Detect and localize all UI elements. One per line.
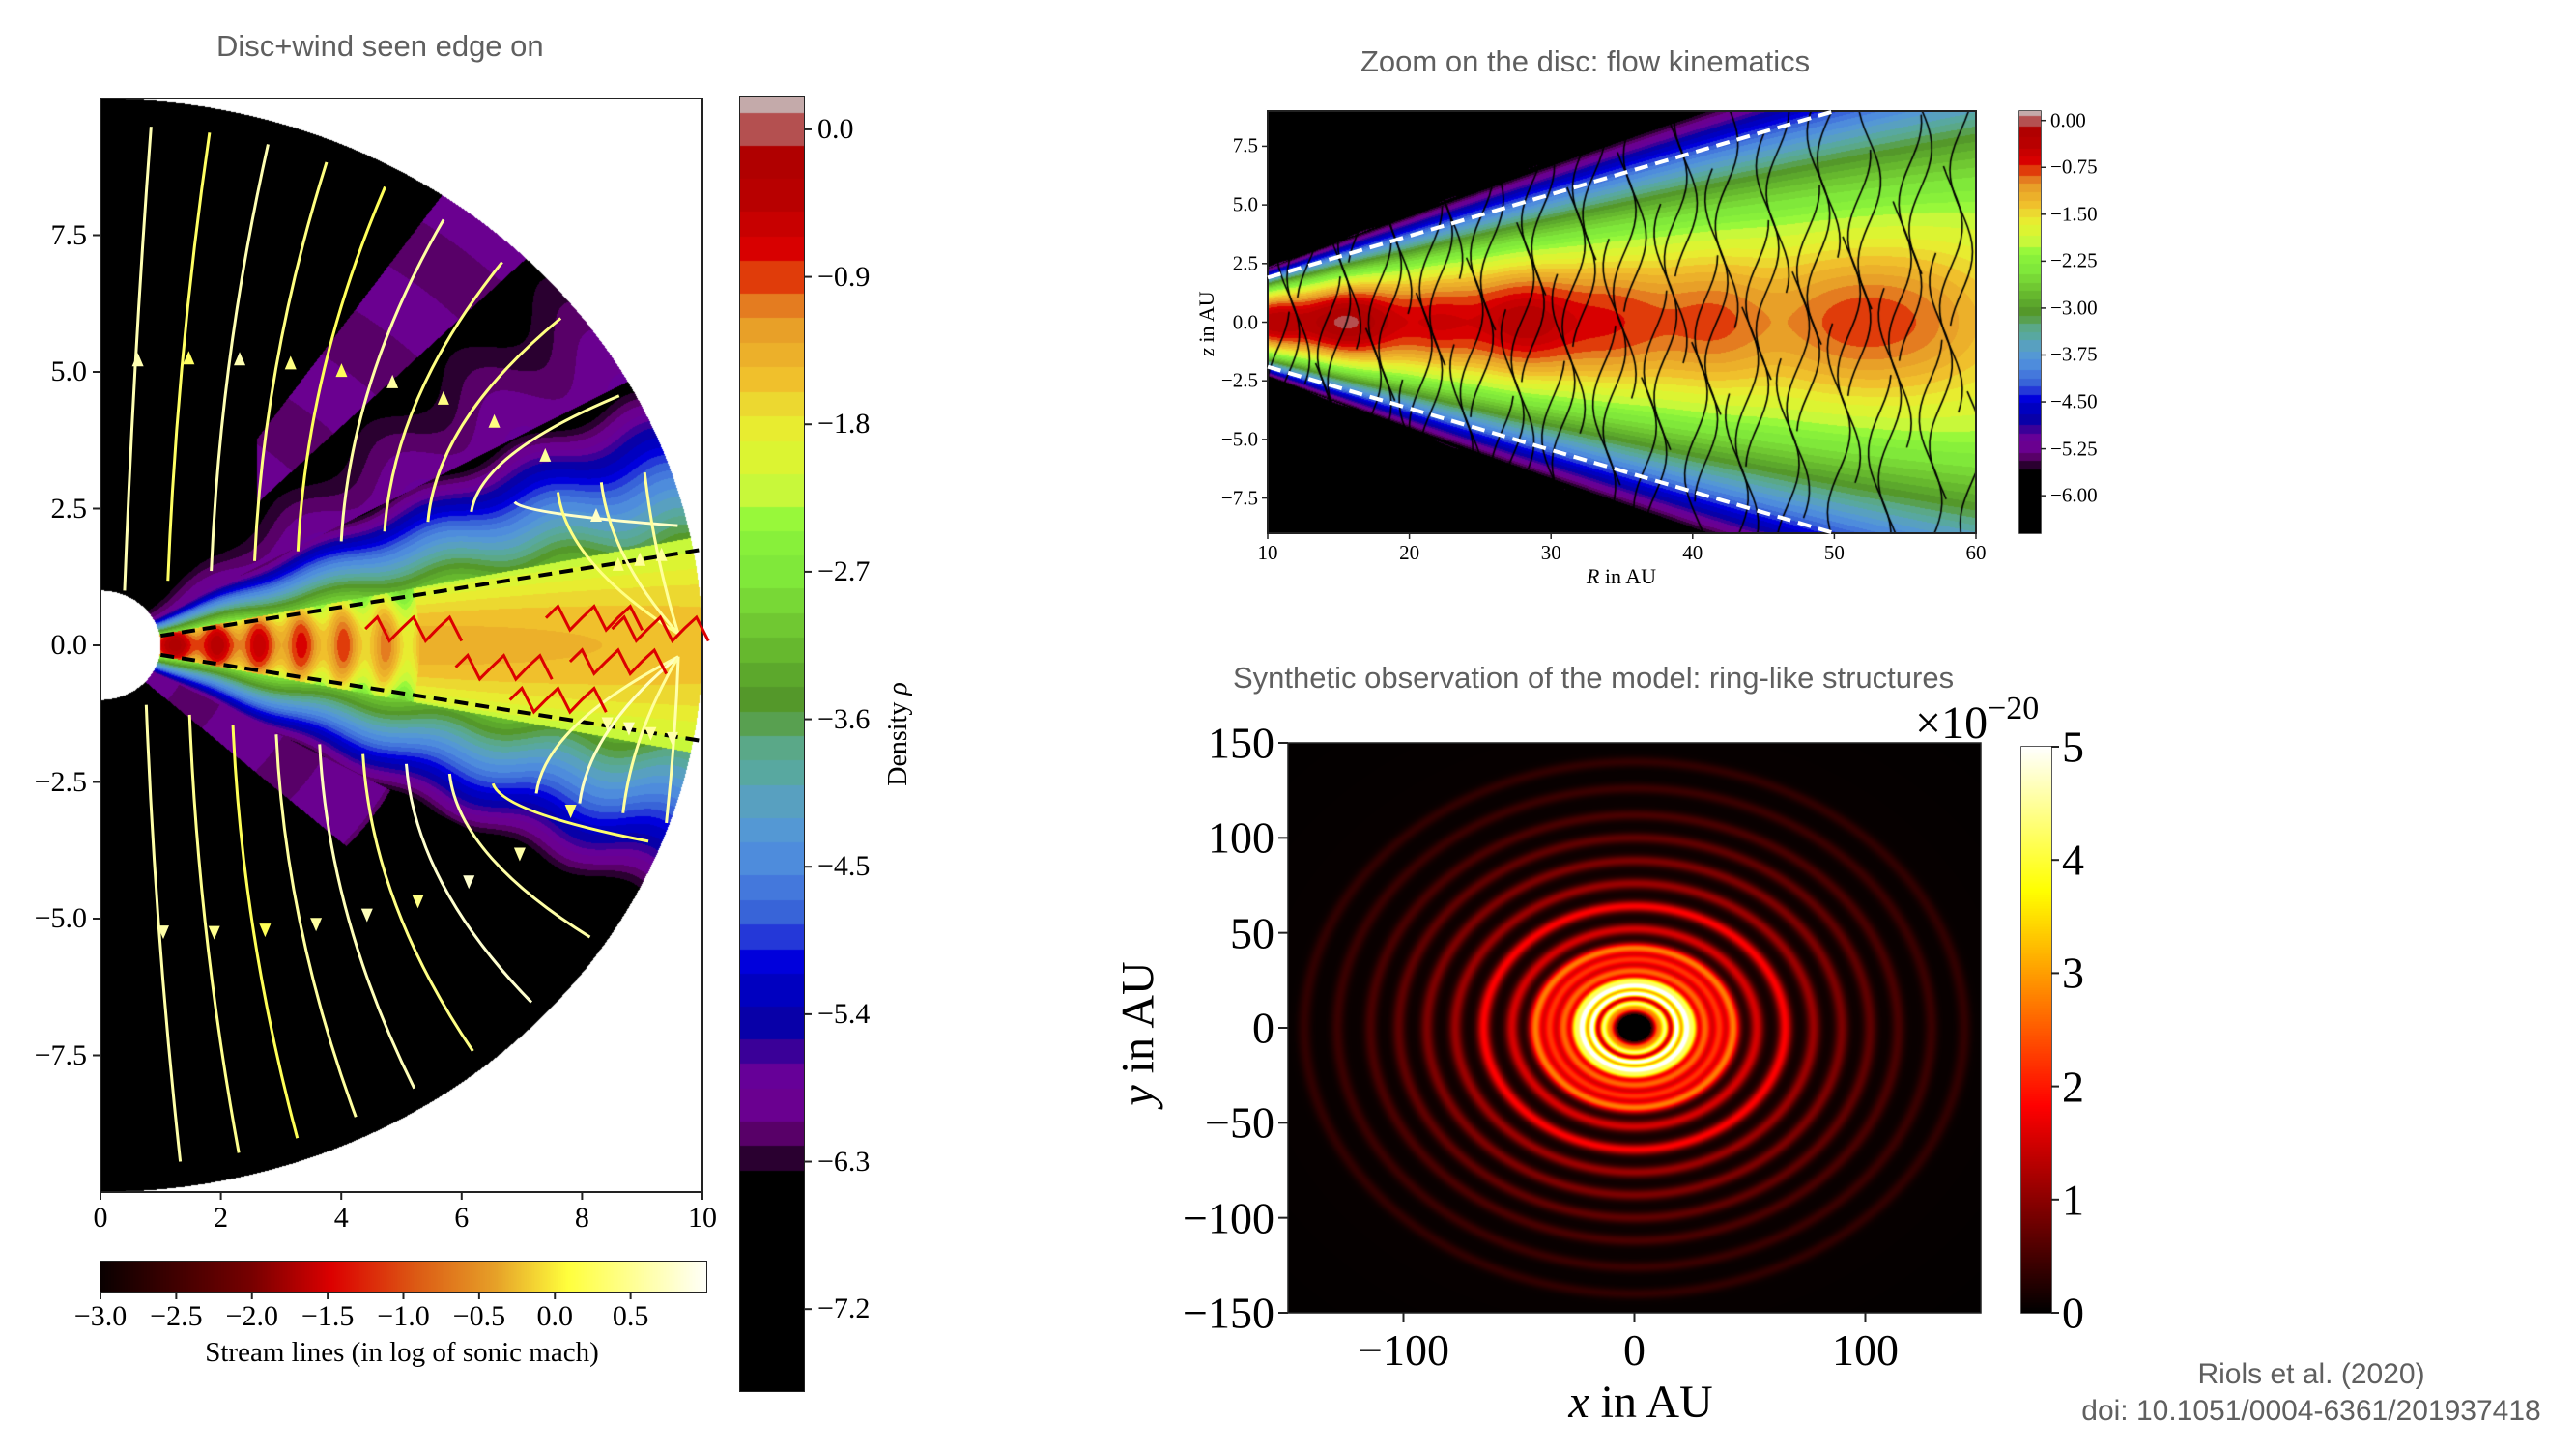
ring-y-tick-label: 100 bbox=[1208, 812, 1274, 864]
ring-y-tick-label: 150 bbox=[1208, 718, 1274, 769]
ring-y-tick-label: −50 bbox=[1205, 1097, 1274, 1149]
credit-citation: Riols et al. (2020) doi: 10.1051/0004-63… bbox=[2081, 1356, 2540, 1430]
intensity-colorbar-tick-label: 2 bbox=[2062, 1061, 2084, 1112]
intensity-colorbar-tick-label: 3 bbox=[2062, 948, 2084, 999]
ring-x-tick-label: 0 bbox=[1623, 1324, 1646, 1376]
ring-x-tick-label: −100 bbox=[1358, 1324, 1449, 1376]
intensity-multiplier-base: ×10 bbox=[1915, 697, 1988, 749]
ring-y-label: y in AU bbox=[1112, 961, 1165, 1105]
ring-x-tick-label: 100 bbox=[1832, 1324, 1899, 1376]
intensity-multiplier: ×10−20 bbox=[1915, 691, 2039, 750]
ring-overlay bbox=[0, 0, 2576, 1449]
ring-x-label: x in AU bbox=[1568, 1376, 1712, 1429]
intensity-colorbar-tick-label: 0 bbox=[2062, 1288, 2084, 1339]
intensity-multiplier-exp: −20 bbox=[1988, 691, 2039, 726]
credit-authors: Riols et al. (2020) bbox=[2081, 1356, 2540, 1393]
ring-y-tick-label: 50 bbox=[1230, 907, 1274, 958]
ring-y-tick-label: 0 bbox=[1252, 1003, 1274, 1054]
intensity-colorbar-tick-label: 5 bbox=[2062, 722, 2084, 773]
intensity-colorbar-tick-label: 1 bbox=[2062, 1174, 2084, 1225]
ring-y-tick-label: −100 bbox=[1183, 1192, 1274, 1243]
ring-y-tick-label: −150 bbox=[1183, 1288, 1274, 1339]
ring-axes-frame bbox=[1288, 743, 1981, 1313]
intensity-colorbar-tick-label: 4 bbox=[2062, 835, 2084, 886]
credit-doi: doi: 10.1051/0004-6361/201937418 bbox=[2081, 1393, 2540, 1430]
intensity-colorbar bbox=[2021, 747, 2051, 1313]
